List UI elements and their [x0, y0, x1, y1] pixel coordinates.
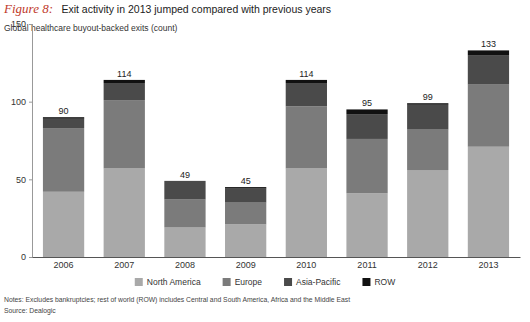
x-tick-label: 2012	[418, 260, 438, 270]
total-label: 95	[362, 98, 372, 108]
x-tick: 2007	[114, 260, 134, 270]
y-axis-line	[29, 25, 33, 258]
bar-segment	[286, 168, 327, 257]
bar-segment	[225, 203, 266, 225]
x-tick-label: 2011	[357, 260, 376, 270]
x-tick: 2010	[296, 260, 316, 270]
source: Source: Dealogic	[4, 307, 56, 315]
bar-segment	[468, 85, 509, 147]
legend-item: Europe	[223, 277, 263, 287]
total-label: 114	[299, 69, 313, 79]
bar-segment	[346, 114, 387, 139]
legend-swatch	[223, 278, 231, 286]
x-axis-line	[33, 257, 521, 258]
title-group: Figure 8: Exit activity in 2013 jumped c…	[3, 0, 331, 16]
bars	[43, 50, 509, 257]
y-tick: 50	[16, 175, 32, 185]
x-tick-label: 2013	[478, 260, 498, 270]
legend-label: North America	[147, 277, 201, 287]
bar-segment	[43, 119, 84, 128]
chart: Figure 8: Exit activity in 2013 jumped c…	[0, 0, 530, 322]
y-tick-mark	[29, 179, 32, 180]
plot: 90 114 49 45 114 95 99 133 0 50 100 150 2006 2007 2008…	[11, 19, 521, 270]
legend-item: North America	[135, 277, 201, 287]
y-tick-mark	[29, 24, 32, 25]
total-label: 99	[423, 92, 433, 102]
y-tick-label: 0	[21, 252, 26, 262]
x-tick: 2011	[357, 260, 376, 270]
y-axis: 0 50 100 150	[11, 19, 33, 262]
y-tick: 0	[21, 252, 32, 262]
x-tick-label: 2009	[236, 260, 256, 270]
bar-segment	[164, 200, 205, 228]
bar-segment	[407, 130, 448, 170]
bar-segment	[225, 224, 266, 257]
bar-segment	[286, 83, 327, 106]
bar-segment	[286, 106, 327, 168]
legend-label: Europe	[235, 277, 263, 287]
x-tick-label: 2007	[114, 260, 134, 270]
legend-label: Asia-Pacific	[296, 277, 341, 287]
bar-segment	[346, 193, 387, 257]
bar-segment	[104, 168, 145, 257]
y-tick-mark	[29, 102, 32, 103]
legend-item: ROW	[362, 277, 395, 287]
bar-segment	[468, 50, 509, 55]
total-label: 90	[59, 106, 69, 116]
x-tick-label: 2006	[54, 260, 74, 270]
spacer	[53, 0, 57, 16]
bar-segment	[43, 192, 84, 257]
x-tick: 2009	[236, 260, 256, 270]
bar-segment	[468, 55, 509, 85]
notes: Notes: Excludes bankruptcies; rest of wo…	[4, 296, 350, 304]
bar-segment	[286, 80, 327, 83]
legend-label: ROW	[374, 277, 395, 287]
bar-segment	[468, 147, 509, 257]
bar-segment	[407, 170, 448, 257]
y-tick-label: 150	[11, 19, 26, 29]
x-tick-label: 2008	[175, 260, 195, 270]
bar-segment	[164, 227, 205, 257]
bar-segment	[225, 189, 266, 203]
bar-segment	[346, 139, 387, 193]
total-label: 133	[481, 39, 496, 49]
bar-segment	[346, 109, 387, 114]
bar-segment	[407, 105, 448, 130]
figure-label: Figure 8:	[3, 1, 53, 16]
legend-swatch	[362, 278, 370, 286]
y-tick: 150	[11, 19, 32, 29]
bar-segment	[164, 180, 205, 181]
legend: North America Europe Asia-Pacific ROW	[135, 277, 395, 287]
bar-segment	[104, 100, 145, 168]
x-axis: 2006 2007 2008 2009 2010 2011 2012 2013	[33, 258, 521, 271]
legend-swatch	[284, 278, 292, 286]
bar-segment	[43, 117, 84, 119]
totals: 90 114 49 45 114 95 99 133	[59, 39, 496, 186]
title: Exit activity in 2013 jumped compared wi…	[61, 3, 331, 15]
total-label: 45	[241, 176, 251, 186]
bar-segment	[407, 103, 448, 105]
total-label: 49	[180, 170, 190, 180]
y-tick-label: 50	[16, 175, 26, 185]
bar-segment	[225, 187, 266, 189]
x-tick-label: 2010	[296, 260, 316, 270]
bar-segment	[104, 83, 145, 100]
legend-swatch	[135, 278, 143, 286]
y-tick-label: 100	[11, 97, 26, 107]
x-tick: 2013	[478, 260, 498, 270]
bar-segment	[164, 181, 205, 200]
legend-item: Asia-Pacific	[284, 277, 341, 287]
total-label: 114	[117, 69, 131, 79]
bar-segment	[104, 80, 145, 83]
x-tick: 2012	[418, 260, 438, 270]
y-axis-title: Global healthcare buyout-backed exits (c…	[4, 23, 178, 33]
x-tick: 2006	[54, 260, 74, 270]
y-tick-mark	[29, 257, 32, 258]
x-tick: 2008	[175, 260, 195, 270]
bar-segment	[43, 128, 84, 192]
y-tick: 100	[11, 97, 32, 107]
